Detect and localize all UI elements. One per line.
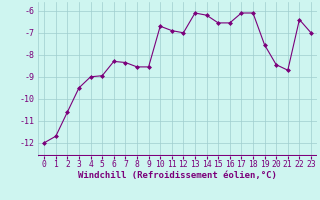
X-axis label: Windchill (Refroidissement éolien,°C): Windchill (Refroidissement éolien,°C) bbox=[78, 171, 277, 180]
